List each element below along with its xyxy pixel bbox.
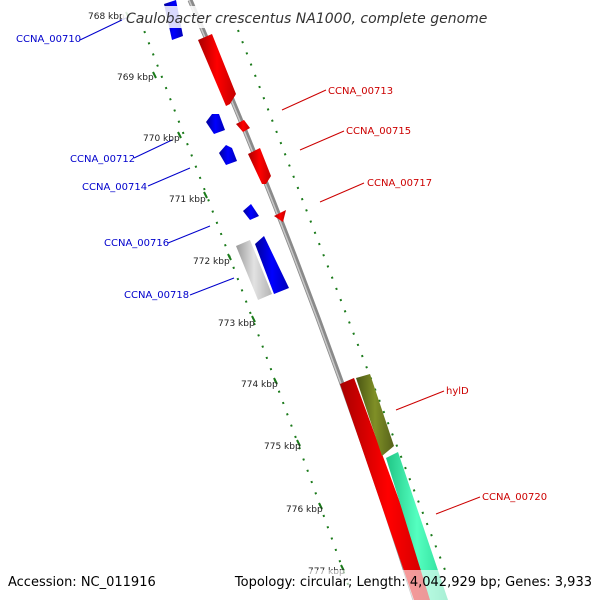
- leader-ccna-00720: [435, 496, 481, 515]
- feature-ccna-00720: [386, 452, 448, 600]
- tick-label-776: 776 kbp: [286, 505, 323, 515]
- gene-label-ccna-00717[interactable]: CCNA_00717: [367, 178, 432, 189]
- leader-ccna-00718: [189, 277, 235, 296]
- ruler-tick-6: [273, 377, 278, 385]
- gene-ccna-00715-shape: [236, 120, 250, 132]
- ruler-tick-7: [296, 439, 301, 447]
- leader-ccna-00717: [319, 182, 365, 203]
- leader-ccna-00715: [299, 130, 345, 151]
- tick-label-775: 775 kbp: [264, 442, 301, 452]
- gene-ccna-00718-grey-shape: [236, 240, 272, 300]
- tick-label-771: 771 kbp: [169, 195, 206, 205]
- gene-label-ccna-00710[interactable]: CCNA_00710: [16, 34, 81, 45]
- tick-label-770: 770 kbp: [143, 134, 180, 144]
- gene-ccna-00716-shape: [243, 204, 259, 220]
- ruler-tick-8: [318, 502, 323, 510]
- gene-ccna-00714-shape: [219, 145, 237, 165]
- outer-dotted-line: [237, 29, 446, 571]
- leader-ccna-00712: [133, 139, 173, 159]
- ruler-tick-5: [251, 315, 256, 323]
- gene-ccna-00717-shape: [274, 210, 286, 222]
- ruler-tick-4: [227, 253, 232, 261]
- tick-label-768: 768 kbp: [88, 12, 125, 22]
- gene-label-ccna-00718[interactable]: CCNA_00718: [124, 290, 189, 301]
- gene-label-ccna-00715[interactable]: CCNA_00715: [346, 126, 411, 137]
- tick-label-772: 772 kbp: [193, 257, 230, 267]
- gene-label-ccna-00713[interactable]: CCNA_00713: [328, 86, 393, 97]
- leader-ccna-00713: [281, 89, 327, 111]
- gene-ccna-00718-shape: [255, 236, 289, 294]
- feature-hylD: [356, 374, 394, 456]
- ruler-tick-2: [177, 131, 182, 139]
- genome-summary-text: Topology: circular; Length: 4,042,929 bp…: [234, 575, 592, 590]
- leader-hylD: [395, 390, 445, 411]
- ruler-line: [139, 19, 351, 591]
- gene-label-ccna-00716[interactable]: CCNA_00716: [104, 238, 169, 249]
- feature-red-lower: [340, 378, 436, 600]
- tick-label-774: 774 kbp: [241, 380, 278, 390]
- map-title: Caulobacter crescentus NA1000, complete …: [126, 11, 487, 27]
- tick-label-773: 773 kbp: [218, 319, 255, 329]
- ruler-tick-1: [152, 71, 157, 79]
- gene-ccna-00713-shape: [198, 34, 236, 106]
- ruler-tick-3: [203, 191, 208, 199]
- title-backing: [122, 6, 478, 28]
- gene-ccna-00712-shape: [206, 114, 225, 134]
- tick-label-769: 769 kbp: [117, 73, 154, 83]
- footer-backing: [0, 570, 600, 600]
- accession-text: Accession: NC_011916: [8, 575, 156, 590]
- gene-label-ccna-00720[interactable]: CCNA_00720: [482, 492, 547, 503]
- leader-ccna-00716: [167, 225, 211, 244]
- gene-ccna-00715b-shape: [248, 148, 271, 184]
- gene-label-ccna-00712[interactable]: CCNA_00712: [70, 154, 135, 165]
- gene-label-hylD[interactable]: hylD: [446, 386, 469, 397]
- gene-label-ccna-00714[interactable]: CCNA_00714: [82, 182, 147, 193]
- leader-ccna-00710: [79, 17, 127, 41]
- leader-ccna-00714: [147, 167, 191, 187]
